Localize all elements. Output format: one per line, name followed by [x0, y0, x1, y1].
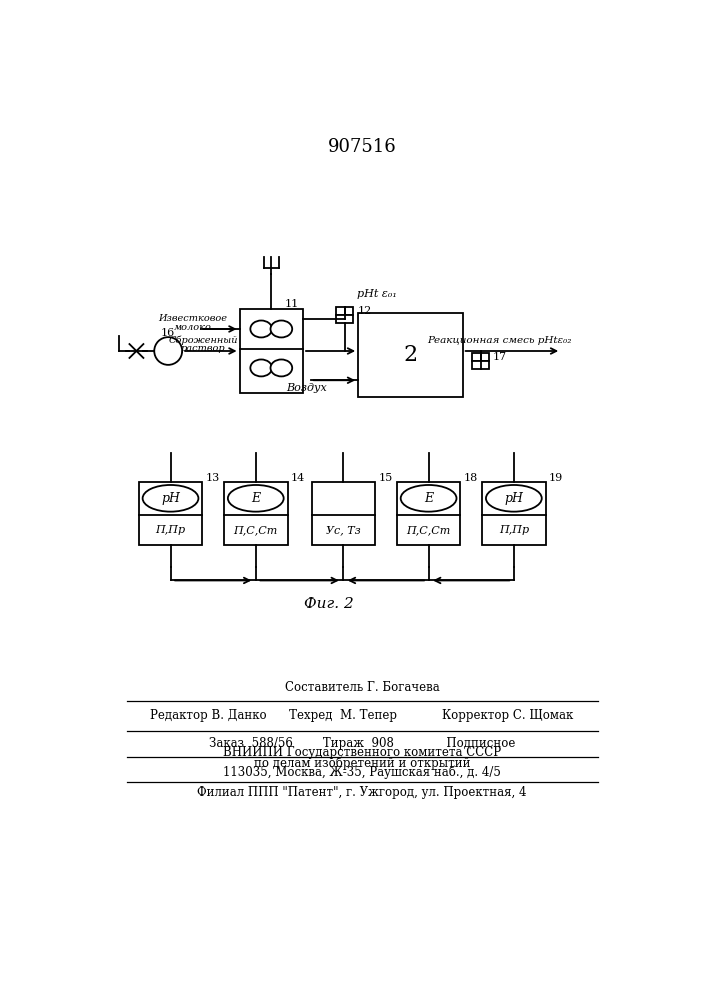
Text: П,Пр: П,Пр — [498, 525, 529, 535]
Bar — [472, 353, 481, 361]
Text: Фиг. 2: Фиг. 2 — [304, 597, 354, 611]
Text: молоко: молоко — [174, 323, 212, 332]
Bar — [139, 482, 202, 545]
Bar — [240, 309, 303, 393]
Text: П,С,Ст: П,С,Ст — [233, 525, 278, 535]
Text: 12: 12 — [358, 306, 373, 316]
Bar — [358, 312, 462, 397]
Ellipse shape — [143, 485, 199, 512]
Ellipse shape — [486, 485, 542, 512]
Text: Е: Е — [251, 492, 260, 505]
Text: Воздух: Воздух — [286, 383, 327, 393]
Ellipse shape — [154, 337, 182, 365]
Text: рН: рН — [504, 492, 523, 505]
Text: 113035, Москва, Ж-35, Раушская наб., д. 4/5: 113035, Москва, Ж-35, Раушская наб., д. … — [223, 765, 501, 779]
Bar — [224, 482, 288, 545]
Text: Е: Е — [424, 492, 433, 505]
Bar — [345, 307, 354, 315]
Text: по делам изобретений и открытий: по делам изобретений и открытий — [254, 756, 470, 770]
Text: Составитель Г. Богачева: Составитель Г. Богачева — [285, 681, 439, 694]
Bar — [397, 482, 460, 545]
Text: раствор: раствор — [181, 344, 226, 353]
Text: Известковое: Известковое — [158, 314, 228, 323]
Text: Сброженный: Сброженный — [168, 335, 238, 345]
Bar — [337, 315, 354, 323]
Text: 19: 19 — [549, 473, 563, 483]
Text: 13: 13 — [206, 473, 220, 483]
Text: П,С,Сm: П,С,Сm — [407, 525, 451, 535]
Bar — [482, 482, 546, 545]
Text: 14: 14 — [291, 473, 305, 483]
Text: ВНИИПИ Государственного комитета СССР: ВНИИПИ Государственного комитета СССР — [223, 746, 501, 759]
Text: рН: рН — [161, 492, 180, 505]
Text: 907516: 907516 — [327, 138, 397, 156]
Bar — [337, 307, 345, 315]
Text: Ус, Тз: Ус, Тз — [326, 525, 361, 535]
Bar — [472, 361, 489, 369]
Text: Филиал ППП "Патент", г. Ужгород, ул. Проектная, 4: Филиал ППП "Патент", г. Ужгород, ул. Про… — [197, 786, 527, 799]
Text: Редактор В. Данко      Техред  М. Тепер            Корректор С. Щомак: Редактор В. Данко Техред М. Тепер Коррек… — [151, 709, 573, 722]
Text: Реакционная смесь рНtε₀₂: Реакционная смесь рНtε₀₂ — [427, 336, 571, 345]
Text: П,Пр: П,Пр — [156, 525, 186, 535]
Text: рНt ε₀₁: рНt ε₀₁ — [356, 289, 397, 299]
Text: 18: 18 — [464, 473, 478, 483]
Text: 15: 15 — [378, 473, 392, 483]
Bar — [481, 353, 489, 361]
Ellipse shape — [401, 485, 457, 512]
Ellipse shape — [271, 321, 292, 337]
Text: 2: 2 — [403, 344, 417, 366]
Text: 17: 17 — [493, 352, 507, 362]
Ellipse shape — [271, 359, 292, 376]
Text: Заказ  588/56        Тираж  908              Подписное: Заказ 588/56 Тираж 908 Подписное — [209, 737, 515, 750]
Text: 11: 11 — [285, 299, 299, 309]
Ellipse shape — [250, 321, 272, 337]
Bar — [312, 482, 375, 545]
Ellipse shape — [228, 485, 284, 512]
Ellipse shape — [250, 359, 272, 376]
Text: 16: 16 — [161, 328, 175, 338]
